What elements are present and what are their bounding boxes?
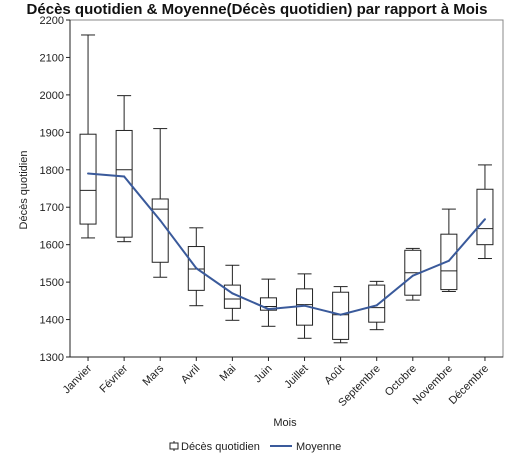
mean-point [267,308,270,311]
x-tick-label: Juillet [282,363,310,391]
iqr-box [187,246,205,291]
legend-label-line: Moyenne [296,441,341,453]
mean-point [123,175,126,178]
mean-point [231,292,234,295]
x-tick-label: Juin [252,363,275,386]
box-décembre [476,164,494,260]
mean-point [303,304,306,307]
mean-polyline [87,172,486,316]
y-tick-label: 1800 [40,165,64,177]
y-tick-label: 1500 [40,277,64,289]
box-mars [151,128,169,278]
box-avril [187,227,205,307]
x-tick-label: Février [98,362,131,395]
y-tick-label: 1900 [40,127,64,139]
box-novembre [440,208,458,292]
y-tick-label: 1400 [40,315,64,327]
y-tick-label: 1600 [40,240,64,252]
y-tick-label: 2000 [40,90,64,102]
mean-point [447,259,450,262]
y-tick-label: 1700 [40,202,64,214]
mean-point [159,219,162,222]
box-février [115,95,133,243]
chart-title: Décès quotidien & Moyenne(Décès quotidie… [26,1,488,18]
box-series [79,34,494,344]
x-tick-label: Octobre [383,363,419,399]
x-tick-label: Décembre [447,363,491,407]
y-tick-label: 2200 [40,15,64,27]
iqr-box [476,188,494,246]
y-axis-label: Décès quotidien [18,151,30,230]
iqr-box [332,291,350,340]
x-tick-label: Avril [179,363,202,386]
legend-box-icon [169,441,179,451]
box-août [332,286,350,344]
x-axis: Janvier Février Mars Avril Mai Juin Juillet Aoû… [61,356,503,409]
mean-point [483,218,486,221]
y-axis: 1300 1400 1500 1600 1700 1800 1900 2000 2100 2200 [40,15,71,364]
box-janvier [79,34,97,239]
x-tick-label: Août [322,363,346,387]
mean-point [375,304,378,307]
box-juin [259,278,277,327]
mean-point [411,274,414,277]
iqr-box [115,129,133,238]
legend: Décès quotidien Moyenne [169,441,341,453]
iqr-box [151,198,169,263]
mean-point [87,172,90,175]
mean-point [195,267,198,270]
y-tick-label: 1300 [40,352,64,364]
iqr-box [79,133,97,225]
x-axis-label: Mois [273,417,297,429]
y-tick-label: 2100 [40,52,64,64]
x-tick-label: Mai [217,363,238,384]
iqr-box [440,233,458,291]
iqr-box [259,297,277,311]
mean-series [87,172,486,316]
x-tick-label: Mars [141,362,167,388]
x-tick-label: Janvier [61,362,95,396]
iqr-box [368,284,386,323]
mean-point [339,313,342,316]
legend-label-box: Décès quotidien [181,441,260,453]
